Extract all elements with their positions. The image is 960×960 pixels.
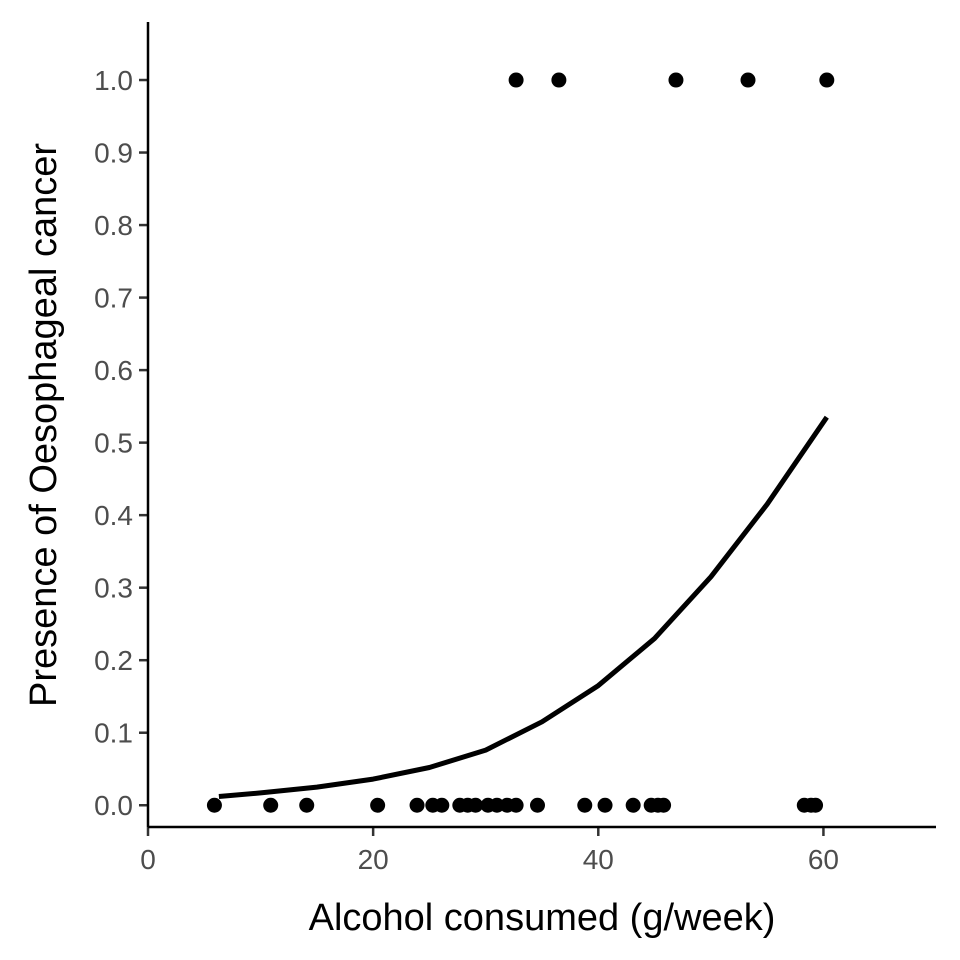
- y-tick-label: 0.6: [94, 355, 133, 386]
- y-axis-ticks: 0.0 0.1 0.2 0.3 0.4 0.5 0.6 0.7 0.8 0.9 1.0: [94, 65, 148, 821]
- x-tick-label: 20: [358, 844, 389, 875]
- y-tick-label: 0.3: [94, 573, 133, 604]
- data-point: [551, 72, 567, 88]
- data-point: [508, 797, 524, 813]
- fitted-logistic-curve: [218, 415, 829, 799]
- data-point: [625, 797, 641, 813]
- y-axis-title: Presence of Oesophageal cancer: [23, 143, 65, 707]
- data-point: [529, 797, 545, 813]
- y-tick-label: 0.7: [94, 283, 133, 314]
- data-point: [808, 797, 824, 813]
- fit-line-layer: [218, 415, 829, 799]
- y-tick-label: 0.4: [94, 500, 133, 531]
- data-point: [299, 797, 315, 813]
- data-point: [656, 797, 672, 813]
- x-tick-label: 0: [140, 844, 156, 875]
- data-point: [597, 797, 613, 813]
- data-point: [206, 797, 222, 813]
- x-axis-ticks: 0 20 40 60: [140, 827, 839, 875]
- data-point: [819, 72, 835, 88]
- points-layer: [206, 72, 835, 813]
- data-point: [468, 797, 484, 813]
- x-tick-label: 40: [583, 844, 614, 875]
- data-point: [370, 797, 386, 813]
- data-point: [740, 72, 756, 88]
- y-tick-label: 0.1: [94, 718, 133, 749]
- data-point: [508, 72, 524, 88]
- plot-area: 0 20 40 60 0.0 0.1 0.2 0.3 0.4 0.5 0.6 0.7 0.8 0.9 1.…: [94, 22, 936, 875]
- y-tick-label: 0.5: [94, 428, 133, 459]
- data-point: [577, 797, 593, 813]
- y-tick-label: 0.8: [94, 210, 133, 241]
- y-tick-label: 0.0: [94, 790, 133, 821]
- data-point: [668, 72, 684, 88]
- x-axis-title: Alcohol consumed (g/week): [309, 897, 776, 939]
- data-point: [409, 797, 425, 813]
- y-tick-label: 0.9: [94, 138, 133, 169]
- y-tick-label: 0.2: [94, 645, 133, 676]
- data-point: [263, 797, 279, 813]
- y-tick-label: 1.0: [94, 65, 133, 96]
- data-point: [434, 797, 450, 813]
- x-tick-label: 60: [808, 844, 839, 875]
